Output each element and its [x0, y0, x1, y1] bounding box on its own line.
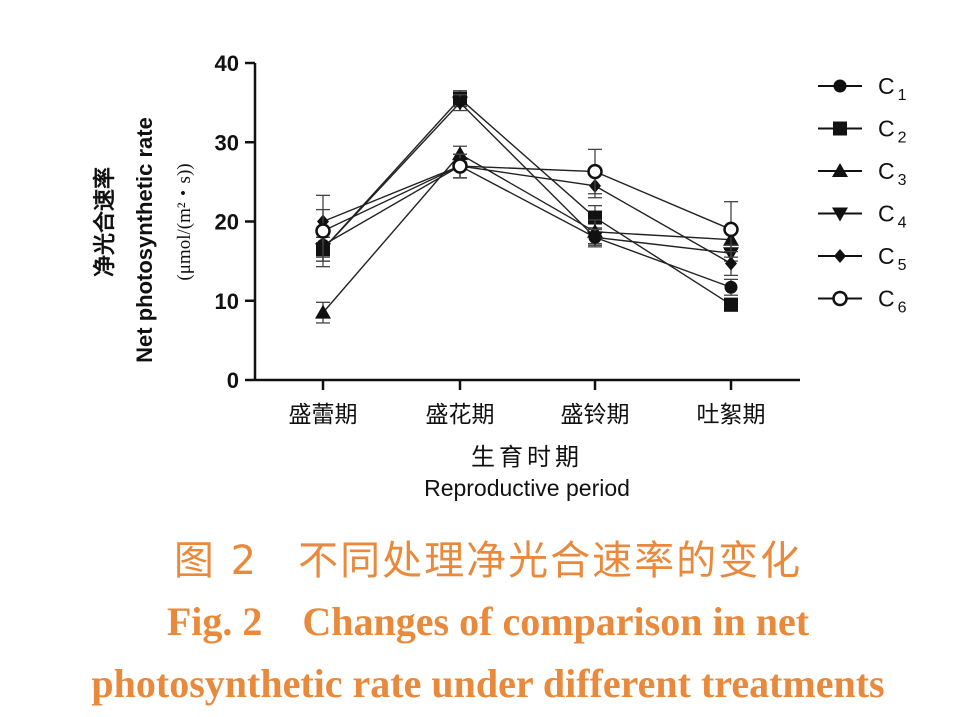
y-tick-label: 10: [215, 289, 239, 314]
caption-en-line2: photosynthetic rate under different trea…: [0, 660, 976, 707]
data-point: [725, 256, 737, 271]
y-axis-label-cn: 净光合速率: [92, 167, 118, 277]
series-line: [322, 165, 732, 232]
data-point: [588, 210, 602, 225]
x-tick-label: 盛花期: [426, 402, 495, 428]
caption-en-label: Fig. 2: [166, 599, 263, 644]
series-c6: [315, 148, 739, 268]
legend-marker: [833, 79, 847, 93]
caption-en-line1: Fig. 2 Changes of comparison in net: [0, 598, 976, 645]
x-ticks: 盛蕾期 盛花期 盛铃期 吐絮期: [289, 380, 766, 428]
line-chart: 0 10 20 30 40 盛蕾期 盛花期 盛铃期 吐絮期 净光合速率 Net photosy…: [92, 51, 907, 501]
series-line: [322, 101, 732, 254]
caption-cn-label: 图 2: [173, 538, 259, 584]
data-point: [587, 231, 603, 246]
series-c4: [315, 94, 739, 262]
series-line: [322, 165, 732, 288]
y-axis: 0 10 20 30 40: [215, 51, 257, 393]
legend-marker: [832, 163, 848, 177]
x-axis-label-cn: 生育时期: [471, 443, 583, 471]
data-point: [723, 221, 739, 238]
y-tick-label: 30: [215, 130, 239, 155]
series-line: [322, 97, 732, 306]
data-point: [452, 146, 468, 161]
data-point: [452, 96, 468, 111]
legend-marker: [832, 290, 848, 307]
x-axis: 盛蕾期 盛花期 盛铃期 吐絮期: [255, 378, 800, 428]
y-axis-label-en: Net photosynthetic rate: [132, 117, 157, 363]
legend-marker: [834, 249, 846, 263]
legend: C 1 C 2 C 3 C 4 C 5 C 6: [818, 73, 907, 317]
data-point: [315, 304, 331, 319]
y-ticks: 0 10 20 30 40: [215, 51, 255, 393]
plot-area: [315, 90, 739, 324]
caption-cn-text: 不同处理净光合速率的变化: [298, 538, 803, 584]
y-tick-label: 20: [215, 210, 239, 235]
caption-cn: 图 2 不同处理净光合速率的变化: [0, 528, 976, 586]
y-tick-label: 40: [215, 51, 239, 76]
y-tick-label: 0: [227, 368, 239, 393]
data-point: [452, 158, 468, 174]
legend-marker: [832, 207, 848, 222]
data-point: [724, 280, 738, 294]
caption-en-text-2: photosynthetic rate under different trea…: [91, 661, 885, 706]
x-tick-label: 盛蕾期: [289, 402, 358, 428]
series-line: [322, 153, 732, 314]
data-point: [724, 297, 738, 312]
y-axis-unit: (μmol/(m²・s)): [174, 163, 195, 280]
data-point: [315, 223, 331, 239]
series-line: [322, 165, 732, 265]
caption-en-text-1: Changes of comparison in net: [302, 599, 810, 644]
x-tick-label: 吐絮期: [697, 402, 766, 428]
legend-marker: [833, 121, 847, 136]
data-point: [587, 163, 603, 180]
x-tick-label: 盛铃期: [561, 402, 630, 428]
series-c5: [316, 153, 738, 277]
series-c3: [315, 145, 739, 324]
x-axis-label-en: Reproductive period: [424, 475, 630, 501]
